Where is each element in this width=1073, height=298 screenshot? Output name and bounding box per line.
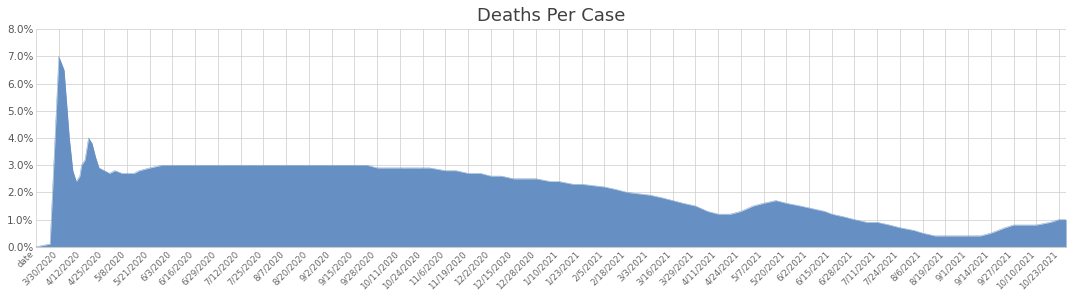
Title: Deaths Per Case: Deaths Per Case: [476, 7, 626, 25]
